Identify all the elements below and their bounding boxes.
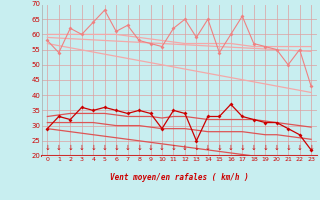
X-axis label: Vent moyen/en rafales ( km/h ): Vent moyen/en rafales ( km/h ): [110, 174, 249, 182]
